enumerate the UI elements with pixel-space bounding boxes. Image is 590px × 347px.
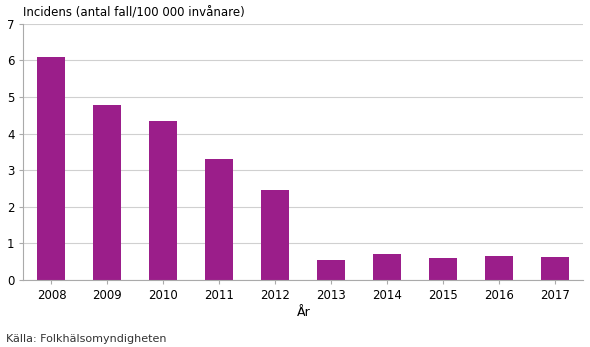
Bar [317,260,345,280]
Bar [149,121,178,280]
Bar [429,258,457,280]
X-axis label: År: År [296,306,310,319]
Bar [541,257,569,280]
Text: Incidens (antal fall/100 000 invånare): Incidens (antal fall/100 000 invånare) [24,7,245,20]
Bar [205,159,233,280]
Bar [485,256,513,280]
Text: Källa: Folkhälsomyndigheten: Källa: Folkhälsomyndigheten [6,333,166,344]
Bar [93,105,122,280]
Bar [373,254,401,280]
Bar [261,191,289,280]
Bar [37,57,65,280]
